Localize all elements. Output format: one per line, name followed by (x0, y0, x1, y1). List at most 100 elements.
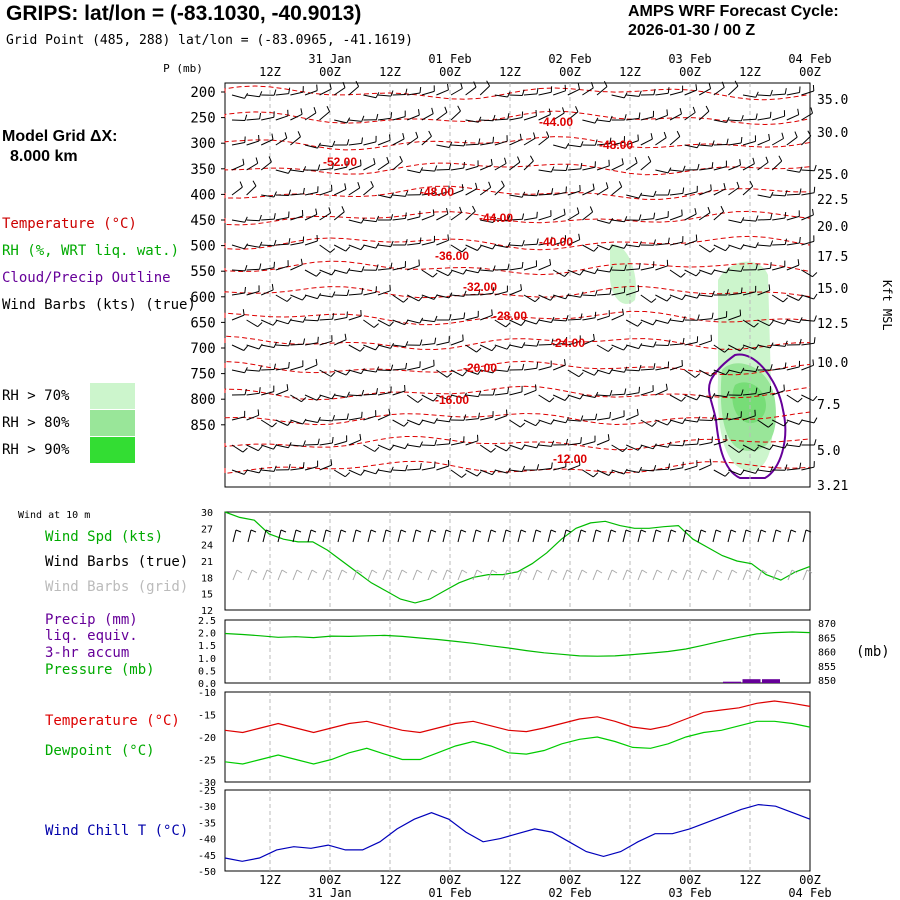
wind-barb-shaft (290, 294, 303, 301)
wind-barb-shaft (655, 389, 668, 396)
wind-barb-flag (361, 411, 363, 418)
wind-barb-shaft (290, 193, 304, 196)
wind-barb-flag (506, 467, 511, 474)
wind-barb (363, 468, 380, 475)
wind-barb-flag (418, 419, 424, 426)
wind-barb-shaft (699, 394, 712, 399)
wind-barb-shaft (669, 394, 682, 402)
wind-barb-flag (521, 363, 525, 370)
sfc-wind-barb-true-flag (775, 529, 782, 533)
wind-barb-flag (799, 317, 803, 323)
wind-barb-flag (529, 155, 534, 162)
wind-barb (392, 190, 409, 197)
wind-barb-shaft (523, 319, 537, 325)
sfc-wind-barb-grid-flag (251, 569, 258, 574)
wind-barb (261, 239, 277, 247)
wind-barb (480, 411, 494, 421)
wind-barb-shaft (582, 339, 595, 346)
wind-barb-shaft (261, 244, 275, 247)
wind-barb (450, 290, 467, 297)
wind-barb (450, 312, 466, 321)
wind-barb-flag (521, 89, 525, 96)
wind-barb-flag (609, 288, 612, 295)
wind-barb (246, 157, 259, 171)
wind-barb (275, 318, 292, 325)
wind-barb-flag (653, 212, 656, 219)
wind-barb (304, 84, 318, 96)
wind-barb (684, 314, 700, 321)
wind-barb-shaft (392, 344, 406, 348)
wind-barb-flag (797, 108, 800, 115)
wind-barb-flag (667, 317, 672, 324)
windchill-panel-ytick: -40 (198, 835, 216, 846)
wind-barb-flag (491, 309, 493, 316)
wind-barb (567, 437, 582, 446)
wind-barb-shaft (698, 244, 711, 253)
sfc-wind-barb-true (232, 529, 237, 543)
wind-barb (567, 459, 581, 471)
wind-barb-flag (692, 106, 696, 113)
wind-barb-flag (345, 370, 351, 376)
wind-barb-shaft (436, 419, 450, 423)
wind-barb-flag (346, 117, 351, 124)
wind-barb (640, 212, 656, 221)
wind-barb-shaft (480, 244, 493, 250)
precip-label: Precip (mm) (45, 612, 138, 628)
wind-barb (684, 185, 698, 196)
wind-barb-shaft (582, 394, 596, 398)
wind-barb (523, 211, 538, 221)
wind-barb (246, 467, 263, 474)
wind-barb-flag (492, 287, 495, 294)
wind-barb-shaft (319, 88, 332, 96)
wind-barb (509, 89, 525, 96)
wind-barb-shaft (450, 189, 464, 196)
wind-barb (655, 339, 671, 346)
sfc-wind-barb-grid-flag (581, 569, 588, 574)
wind-barb-flag (608, 470, 613, 476)
wind-barb-shaft (377, 392, 391, 396)
wind-barb-shaft (479, 186, 491, 196)
wind-barb-shaft (319, 144, 333, 148)
wind-barb-shaft (801, 135, 812, 146)
bottom-date-tick: 04 Feb (788, 886, 831, 900)
wind-barb-flag (637, 134, 639, 141)
wind-barb-shaft (436, 239, 449, 246)
wind-barb-flag (478, 412, 480, 419)
wind-barb-shaft (246, 469, 260, 474)
wind-barb (596, 390, 613, 397)
wind-barb-shaft (625, 444, 639, 451)
wind-barb (801, 130, 812, 146)
wind-barb (246, 409, 260, 421)
wind-barb-flag (799, 236, 801, 244)
wind-barb (377, 262, 393, 271)
wind-barb-shaft (742, 469, 756, 474)
wind-barb-shaft (728, 142, 742, 146)
wind-barb-flag (665, 383, 668, 390)
wind-barb-shaft (421, 169, 435, 172)
wind-barb (742, 319, 759, 328)
wind-barb (246, 112, 262, 121)
wind-barb (509, 319, 526, 326)
wind-barb-shaft (626, 94, 640, 97)
wind-barb (596, 344, 613, 352)
wind-barb-flag (361, 115, 365, 122)
wind-barb (640, 88, 656, 96)
wind-barb-flag (608, 368, 614, 375)
isotherm-label: -44.00 (539, 115, 573, 129)
wind-barb (582, 413, 598, 421)
wind-barb (333, 333, 347, 346)
wind-barb (523, 442, 540, 449)
wind-barb-flag (317, 293, 322, 299)
wind-barb-shaft (333, 87, 346, 96)
wind-barb-shaft (377, 344, 391, 349)
wind-barb-flag (578, 233, 581, 240)
wind-barb-flag (477, 245, 482, 251)
wind-barb (553, 336, 568, 346)
wind-barb-shaft (582, 189, 595, 196)
wind-barb (436, 234, 449, 246)
wind-barb-shaft (640, 138, 653, 146)
bottom-time-tick: 12Z (499, 873, 521, 887)
wind-barb-flag (507, 113, 510, 120)
wind-barb-shaft (290, 444, 304, 447)
wind-barb-flag (521, 465, 526, 472)
